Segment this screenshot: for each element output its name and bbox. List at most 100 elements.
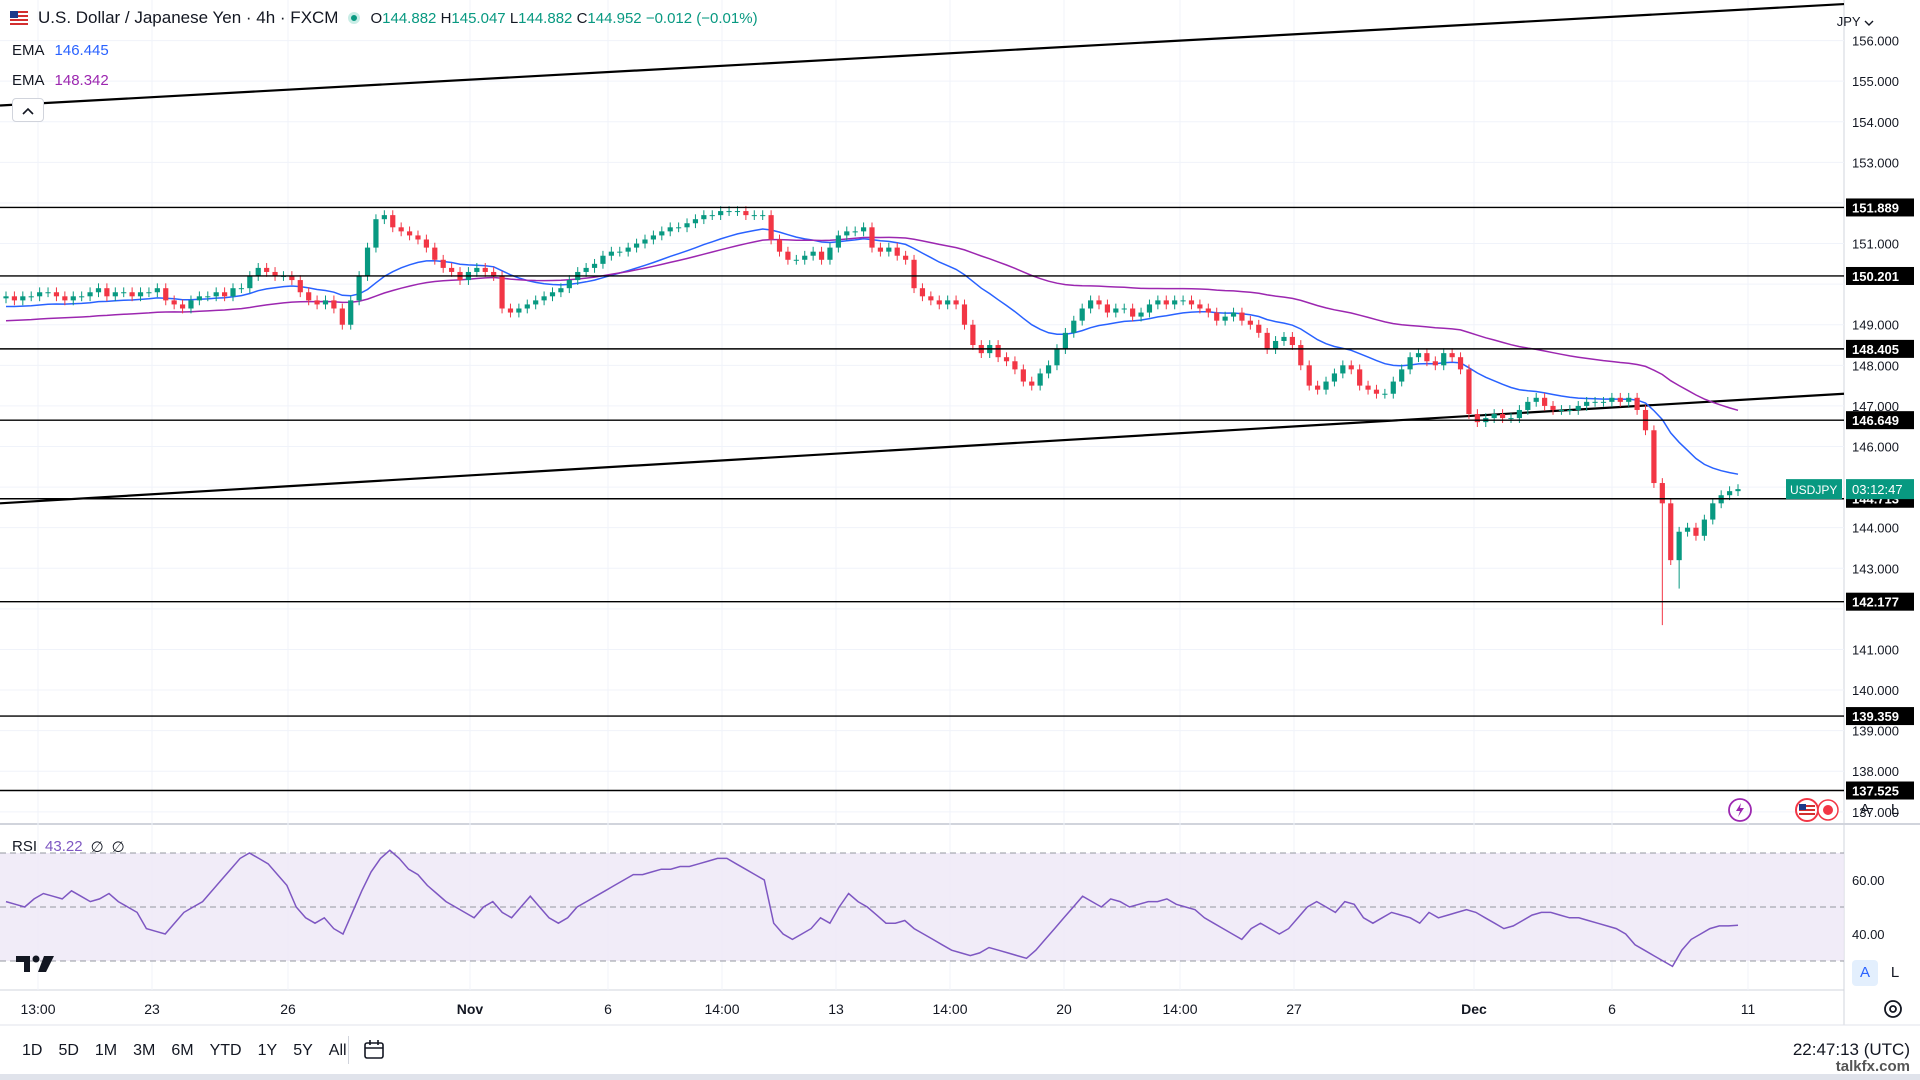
price-tick-label: 141.000 [1852,642,1899,657]
ema-slow-legend[interactable]: EMA 148.342 [12,72,109,89]
calendar-goto-icon[interactable] [362,1038,386,1062]
change-value: −0.012 (−0.01%) [645,9,758,27]
candle-body [995,345,1001,358]
candle-body [104,288,110,297]
chart-legend: U.S. Dollar / Japanese Yen · 4h · FXCM O… [10,8,758,28]
range-5y-button[interactable]: 5Y [293,1042,313,1059]
price-scale: 156.000 155.000 154.000 153.000 151.000 149.0… [1852,34,1899,820]
market-open-icon [348,12,361,24]
candle-body [482,267,488,272]
range-3m-button[interactable]: 3M [133,1042,156,1059]
range-ytd-button[interactable]: YTD [209,1042,242,1059]
candle-body [1214,312,1220,321]
rsi-log-scale-button[interactable]: L [1890,964,1900,981]
candle-body [28,296,34,298]
settings-gear-icon[interactable] [1880,996,1906,1022]
ema-fast-legend[interactable]: EMA 146.445 [12,42,109,59]
candle-body [322,300,329,305]
level-label: 150.201 [1852,269,1899,284]
symbol-title[interactable]: U.S. Dollar / Japanese Yen · 4h · FXCM [38,8,339,27]
auto-scale-button[interactable]: A [1859,801,1870,818]
candle-body [1113,308,1119,313]
rsi-label: RSI [12,838,38,855]
ema-fast-line [6,228,1739,475]
time-axis: 13:00 23 26 Nov 6 14:00 13 14:00 20 14:00 27 Dec 6 11 [20,1001,1755,1017]
collapse-legend-button[interactable] [12,98,44,122]
price-tick-label: 151.000 [1852,237,1899,252]
candle-body [238,288,245,290]
candle-body [1155,300,1161,305]
economic-events-icon[interactable] [1794,796,1840,824]
price-tick-label: 139.000 [1852,724,1899,739]
candle-body [1340,365,1346,374]
level-label: 139.359 [1852,709,1899,724]
time-tick-label: 13:00 [20,1001,55,1017]
candle-body [390,215,396,228]
level-label: 148.405 [1852,342,1899,357]
candle-body [667,227,673,232]
range-all-button[interactable]: All [328,1042,347,1059]
range-5d-button[interactable]: 5D [58,1042,79,1059]
candle-body [1071,320,1077,333]
candle-body [1264,332,1270,350]
candle-body [1382,393,1388,395]
utc-clock[interactable]: 22:47:13 (UTC) [1792,1040,1910,1059]
candle-body [20,296,26,301]
time-tick-label: 14:00 [932,1001,967,1017]
currency-selector[interactable]: JPY [1837,14,1874,29]
candle-body [1088,300,1094,309]
candle-body [860,227,867,232]
candle-body [432,247,438,260]
candle-body [886,247,892,252]
candle-body [1567,409,1573,411]
rsi-auto-scale-button[interactable]: A [1852,960,1878,986]
candle-body [1197,304,1203,309]
rsi-legend[interactable]: RSI 43.22 ∅ ∅ [12,838,125,856]
candle-body [449,267,455,272]
candle-body [423,239,429,248]
rsi-extra-2: ∅ [111,839,125,856]
candle-body [1180,300,1186,302]
candle-body [3,296,9,299]
candle-body [247,276,253,289]
candle-body [718,211,724,216]
tradingview-logo[interactable] [14,952,56,976]
candle-body [1138,312,1144,317]
candle-body [1365,385,1371,390]
candle-body [1029,381,1035,386]
candle-body [970,324,976,346]
candle-body [87,292,93,297]
time-tick-label: 26 [280,1001,296,1017]
candle-body [625,247,631,252]
candle-body [356,276,362,301]
level-label-bg [1846,339,1914,358]
grid-lines [0,0,1844,990]
candle-body [154,288,160,293]
candle-body [1399,369,1405,382]
candle-body [1533,397,1539,402]
countdown-label-bg [1846,479,1914,500]
log-scale-button[interactable]: L [1890,801,1900,818]
candle-body [1525,401,1531,410]
ema-fast-value: 146.445 [54,42,109,59]
level-label-bg [1846,592,1914,611]
candle-body [1466,369,1472,415]
range-6m-button[interactable]: 6M [171,1042,194,1059]
candle-body [507,308,514,313]
candle-body [1121,308,1127,310]
candle-body [877,247,884,252]
time-tick-label: Dec [1461,1001,1487,1017]
candle-body [1357,369,1363,386]
lightning-icon[interactable] [1726,796,1754,824]
candle-body [1256,324,1262,333]
candle-body [659,231,665,236]
candle-body [331,300,337,309]
candle-body [53,292,60,297]
time-tick-label: 6 [1608,1001,1616,1017]
range-1d-button[interactable]: 1D [22,1042,43,1059]
range-1m-button[interactable]: 1M [94,1042,118,1059]
candle-body [516,308,522,313]
range-1y-button[interactable]: 1Y [257,1042,278,1059]
candle-body [701,215,707,220]
